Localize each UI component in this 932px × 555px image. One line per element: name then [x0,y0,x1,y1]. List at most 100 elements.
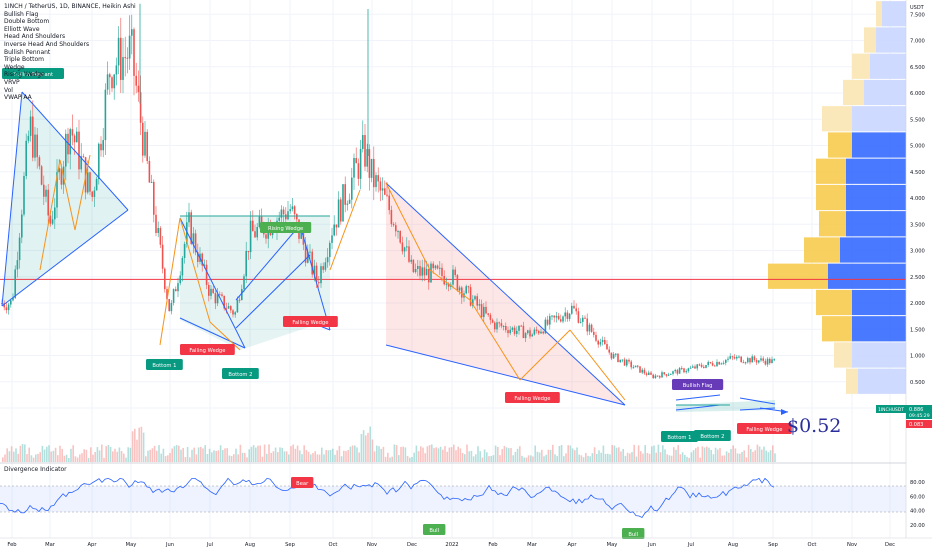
pennant-line [1,209,129,307]
candle-body [555,315,558,318]
candle-body [36,134,38,158]
volume-bar [428,445,431,462]
chart-legend: 1INCH / TetherUS, 1D, BINANCE, Heikin As… [4,3,136,102]
candle-body [687,368,690,372]
volume-profile-down-bar [846,211,906,237]
volume-bar [327,450,330,462]
overlay-item[interactable]: VRVP [4,78,20,86]
candle-body [230,306,232,311]
volume-bar [651,446,653,462]
candle-body [494,322,496,330]
candle-body [667,374,670,376]
volume-bar [279,447,281,462]
badge-bull: Bull [429,528,439,534]
volume-bar [244,452,246,462]
overlay-item[interactable]: Inverse Head And Shoulders [4,40,90,48]
symbol-line[interactable]: 1INCH / TetherUS, 1D, BINANCE, Heikin As… [4,3,136,10]
volume-bar [393,444,396,462]
candle-body [476,296,478,306]
volume-bar [195,454,198,462]
elliott-wave-line [74,154,91,231]
candle-body [573,305,575,309]
candle-body [432,263,434,269]
volume-bar [437,448,440,462]
candle-body [582,317,584,322]
volume-bar [758,446,761,462]
volume-bar [677,445,679,462]
overlay-item[interactable]: Rising Wedge [4,71,45,79]
candle-body [381,188,384,191]
badge-falling-wedge-bg [180,344,235,355]
overlay-item[interactable]: Wedge [4,63,25,71]
overlay-item[interactable]: Bullish Flag [4,10,39,18]
overlay-item[interactable]: Elliott Wave [4,25,40,33]
volume-profile-down-bar [870,53,906,79]
volume-bar [442,449,444,462]
volume-bar [761,449,763,462]
candle-body [150,181,153,183]
overlay-item[interactable]: Bullish Pennant [4,48,51,56]
volume-bar [294,448,297,462]
volume-bar [387,452,389,462]
volume-profile-down-bar [846,184,906,211]
candle-body [161,244,164,269]
candle-body [111,77,113,89]
candle-body [34,134,36,158]
volume-bar [400,447,402,462]
volume-bar [15,448,17,462]
badge-bullish-pennant: Bullish Pennant [13,72,53,78]
last-price-countdown: 09:45:29 [909,413,930,419]
volume-bar [384,456,387,462]
candle-body [736,356,738,359]
volume-profile-up-bar [816,289,852,316]
candle-body [335,224,338,228]
volume-bar [567,445,569,462]
price-tick: 3.000 [910,249,925,255]
time-tick: May [126,542,137,548]
volume-bar [406,456,409,462]
candle-body [93,190,96,197]
time-tick: Oct [808,542,817,548]
volume-bar [233,454,235,462]
volume-bar [633,444,635,462]
candle-body [652,374,654,379]
candle-body [458,287,461,291]
target-price-text: $0.52 [787,415,842,437]
candle-body [672,371,674,374]
volume-bar [420,446,422,462]
volume-bar [235,448,237,462]
volume-bar [120,451,123,462]
wedge-orange-line [329,189,361,271]
candle-body [289,209,291,212]
volume-bar [164,456,167,462]
volume-bar [525,457,528,462]
candle-body [377,175,379,182]
time-tick: Aug [728,542,738,548]
candle-body [527,330,529,334]
overlay-item[interactable]: Triple Bottom [4,56,44,64]
candle-body [249,220,252,253]
volume-bar [215,450,217,462]
candle-body [311,251,313,275]
price-tick: 6.500 [910,65,925,71]
time-tick: Apr [568,542,578,548]
volume-bar [494,445,497,462]
time-tick: Sep [768,542,778,548]
volume-bar [2,457,4,462]
overlay-item[interactable]: VWAP AA [4,94,32,102]
volume-bar [549,449,552,462]
volume-bar [422,447,424,462]
candle-body [282,209,285,215]
overlay-item[interactable]: Head And Shoulders [4,33,66,41]
overlay-item[interactable]: Vol [4,86,13,94]
volume-profile-up-bar [828,132,852,158]
candle-body [12,297,14,301]
candle-body [489,314,492,320]
candle-body [205,264,208,285]
volume-bar [365,435,367,462]
overlay-item[interactable]: Double Bottom [4,18,50,26]
volume-bar [554,454,556,462]
indicator-title[interactable]: Divergence Indicator [4,466,67,473]
